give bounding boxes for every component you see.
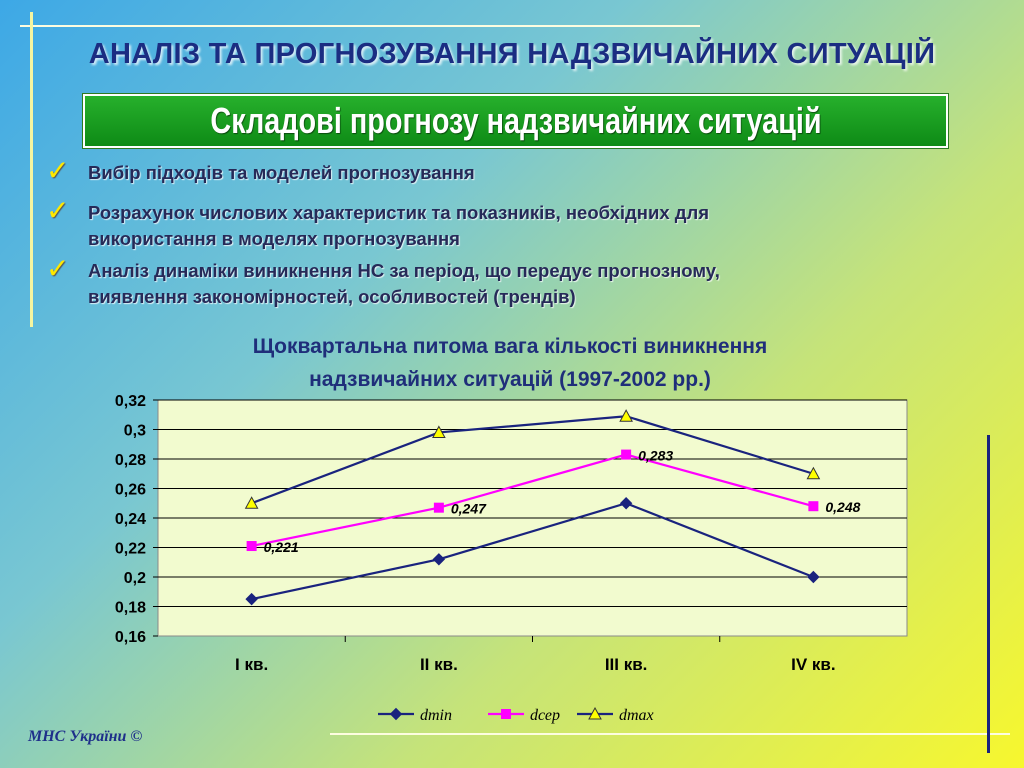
legend-marker-dmin <box>389 707 403 721</box>
data-label: 0,283 <box>638 448 673 464</box>
y-tick-label: 0,28 <box>115 452 146 469</box>
y-tick-label: 0,22 <box>115 541 146 558</box>
y-tick-label: 0,24 <box>115 511 146 528</box>
x-tick-label: II кв. <box>420 655 458 674</box>
bullet-item: ✓ Розрахунок числових характеристик та п… <box>46 195 710 252</box>
x-tick-label: I кв. <box>235 655 268 674</box>
data-point-dmax <box>244 496 259 509</box>
bullet-line: Вибір підходів та моделей прогнозування <box>88 162 475 183</box>
slide-title: АНАЛІЗ ТА ПРОГНОЗУВАННЯ НАДЗВИЧАЙНИХ СИТ… <box>88 38 936 70</box>
subtitle-text: Складові прогнозу надзвичайних ситуацій <box>209 100 822 141</box>
bullet-item: ✓ Аналіз динаміки виникнення НС за періо… <box>46 253 720 310</box>
decorative-line-left <box>30 12 33 327</box>
data-label: 0,248 <box>825 499 860 515</box>
decorative-line-bottom <box>330 733 1010 735</box>
y-tick-label: 0,18 <box>115 600 146 617</box>
series-line-dсер <box>251 453 814 548</box>
legend-marker-dmax <box>588 706 602 720</box>
bullet-line: Аналіз динаміки виникнення НС за період,… <box>88 260 720 281</box>
series-line-dmin <box>251 502 814 601</box>
bullet-line: використання в моделях прогнозування <box>88 228 460 249</box>
data-point-dmax <box>619 409 633 422</box>
series-line-dmax <box>251 415 814 505</box>
checkmark-icon: ✓ <box>46 253 70 284</box>
decorative-line-right <box>987 435 990 753</box>
checkmark-icon: ✓ <box>46 155 70 186</box>
data-point-dсер <box>246 541 257 552</box>
data-label: 0,247 <box>451 501 487 517</box>
data-point-dсер <box>621 449 632 460</box>
y-tick-label: 0,16 <box>115 629 146 646</box>
footer-copyright: МНС України © <box>28 728 143 745</box>
y-tick-label: 0,32 <box>115 393 146 410</box>
chart-title-line: Щоквартальна питома вага кількості виник… <box>252 335 768 358</box>
y-tick-label: 0,26 <box>115 482 146 499</box>
chart-title-line: надзвичайних ситуацій (1997-2002 рр.) <box>309 368 711 391</box>
data-point-dmin <box>245 592 258 606</box>
x-tick-label: IV кв. <box>791 655 835 674</box>
x-tick-label: III кв. <box>605 655 648 674</box>
data-point-dmax <box>432 425 446 438</box>
y-tick-label: 0,3 <box>124 423 146 440</box>
chart-title: Щоквартальна питома вага кількості виник… <box>150 330 870 396</box>
data-point-dmin <box>807 570 820 584</box>
data-point-dсер <box>433 502 444 513</box>
legend-label: dсер <box>530 707 560 724</box>
subtitle-banner: Складові прогнозу надзвичайних ситуацій <box>83 94 948 148</box>
legend-label: dmax <box>619 707 654 724</box>
bullet-item: ✓ Вибір підходів та моделей прогнозуванн… <box>46 155 475 186</box>
data-point-dmax <box>806 466 821 480</box>
legend-label: dmin <box>420 707 452 724</box>
checkmark-icon: ✓ <box>46 195 70 226</box>
legend-marker-dсер <box>501 709 511 719</box>
decorative-line-top <box>20 25 700 27</box>
bullet-line: Розрахунок числових характеристик та пок… <box>88 202 710 223</box>
data-point-dсер <box>808 501 819 512</box>
data-point-dmin <box>432 553 446 566</box>
data-point-dmin <box>619 497 633 510</box>
data-label: 0,221 <box>264 539 299 555</box>
y-tick-label: 0,2 <box>124 570 146 587</box>
bullet-line: виявлення закономірностей, особливостей … <box>88 286 576 307</box>
